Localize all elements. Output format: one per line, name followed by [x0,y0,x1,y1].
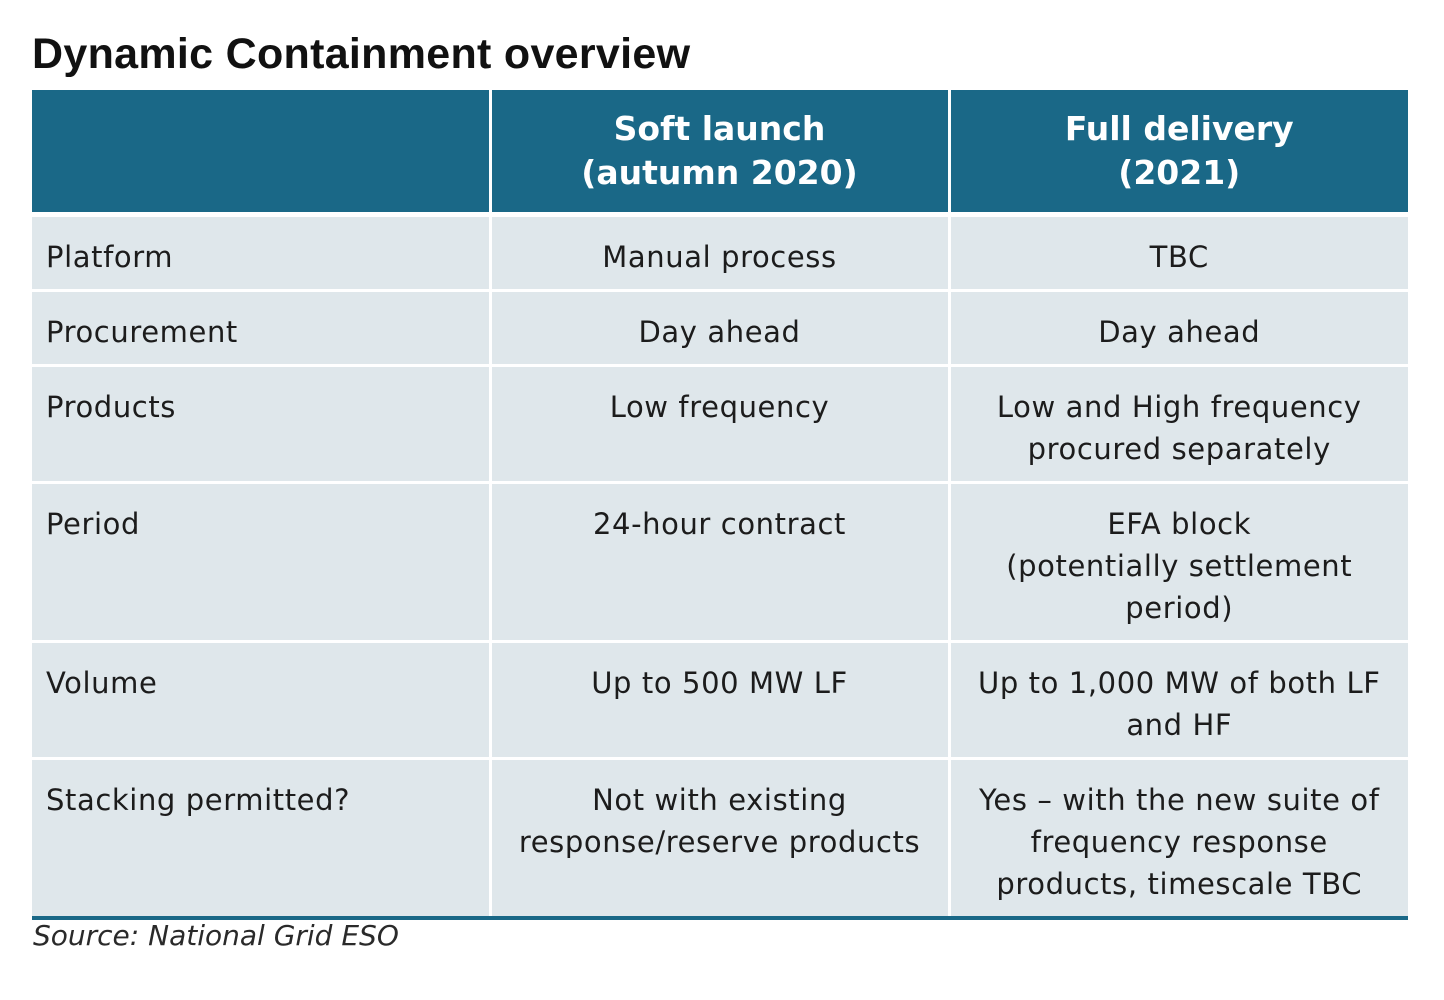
header-row: Soft launch (autumn 2020) Full delivery … [32,90,1408,217]
cell-line: (potentially settlement [1006,548,1353,583]
header-cell-soft-launch: Soft launch (autumn 2020) [488,90,949,217]
header-cell-empty [32,90,490,217]
soft-launch-cell: Not with existing response/reserve produ… [488,756,949,920]
table-row: Platform Manual process TBC [32,212,1408,290]
cell-line: Up to 500 MW LF [591,665,848,700]
source-note: Source: National Grid ESO [33,919,399,952]
cell-line: Day ahead [638,314,801,349]
row-label: Procurement [32,288,490,365]
table-row: Stacking permitted? Not with existing re… [32,756,1408,920]
table-row: Procurement Day ahead Day ahead [32,288,1408,365]
table-body: Platform Manual process TBC Procurement … [32,212,1408,920]
cell-line: Low and High frequency [996,389,1362,424]
soft-launch-cell: Low frequency [488,363,949,482]
cell-line: period) [1125,590,1234,625]
header-cell-full-delivery: Full delivery (2021) [947,90,1408,217]
cell-line: Day ahead [1098,314,1261,349]
cell-line: TBC [1149,239,1209,274]
overview-table: Soft launch (autumn 2020) Full delivery … [32,90,1408,920]
cell-line: frequency response [1030,824,1328,859]
cell-line: Manual process [602,239,837,274]
row-label: Products [32,363,490,482]
page-title: Dynamic Containment overview [32,30,691,78]
full-delivery-cell: Day ahead [947,288,1408,365]
cell-line: and HF [1126,707,1233,742]
full-delivery-cell: TBC [947,212,1408,290]
row-label: Period [32,480,490,641]
row-label: Stacking permitted? [32,756,490,920]
soft-launch-cell: Manual process [488,212,949,290]
soft-launch-cell: Up to 500 MW LF [488,639,949,758]
cell-line: Not with existing [592,782,847,817]
cell-line: Up to 1,000 MW of both LF [978,665,1381,700]
full-delivery-cell: Yes – with the new suite of frequency re… [947,756,1408,920]
header-line: (autumn 2020) [581,152,858,192]
soft-launch-cell: 24-hour contract [488,480,949,641]
cell-line: 24-hour contract [592,506,847,541]
soft-launch-cell: Day ahead [488,288,949,365]
table-header: Soft launch (autumn 2020) Full delivery … [32,90,1408,217]
row-label: Platform [32,212,490,290]
full-delivery-cell: Up to 1,000 MW of both LF and HF [947,639,1408,758]
header-line: Soft launch [613,108,826,148]
table-row: Period 24-hour contract EFA block (poten… [32,480,1408,641]
cell-line: products, timescale TBC [996,866,1363,901]
table-row: Volume Up to 500 MW LF Up to 1,000 MW of… [32,639,1408,758]
header-line: (2021) [1118,152,1241,192]
cell-line: EFA block [1107,506,1252,541]
full-delivery-cell: Low and High frequency procured separate… [947,363,1408,482]
full-delivery-cell: EFA block (potentially settlement period… [947,480,1408,641]
header-line: Full delivery [1064,108,1294,148]
table-row: Products Low frequency Low and High freq… [32,363,1408,482]
cell-line: Yes – with the new suite of [978,782,1380,817]
cell-line: procured separately [1027,431,1331,466]
row-label: Volume [32,639,490,758]
cell-line: Low frequency [609,389,830,424]
cell-line: response/reserve products [518,824,921,859]
